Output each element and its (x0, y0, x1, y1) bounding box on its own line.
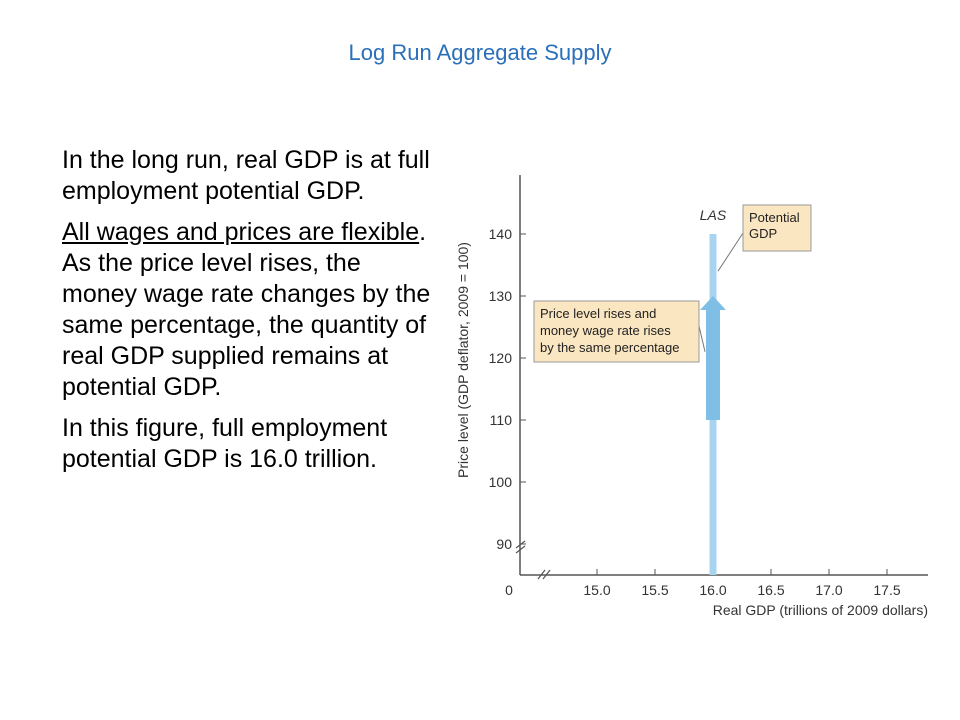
paragraph-flexible-rest: . As the price level rises, the money wa… (62, 218, 431, 401)
chart-marks (533, 204, 812, 575)
x-axis-break (542, 569, 551, 580)
x-tick-label: 17.5 (873, 582, 900, 598)
paragraph-long-run: In the long run, real GDP is at full emp… (62, 146, 430, 205)
y-tick-label: 120 (489, 350, 513, 366)
rising-arrow-head (700, 296, 726, 310)
callout-leader (717, 232, 744, 272)
body-text: In the long run, real GDP is at full emp… (62, 145, 442, 485)
y-axis-title: Price level (GDP deflator, 2009 = 100) (455, 242, 471, 478)
callout-text: money wage rate rises (540, 323, 671, 338)
origin-label: 0 (505, 582, 513, 598)
y-tick-label: 110 (490, 412, 513, 428)
x-tick-label: 16.0 (699, 582, 726, 598)
callout-box (533, 300, 700, 363)
callout-text: Price level rises and (540, 306, 656, 321)
paragraph-flexible: All wages and prices are flexible. As th… (62, 217, 442, 403)
callout-text: GDP (749, 226, 777, 241)
y-tick-label: 100 (489, 474, 513, 490)
rising-arrow-shaft (706, 306, 720, 420)
callout-box (742, 204, 812, 252)
callout-text: Potential (749, 210, 800, 225)
underlined-phrase: All wages and prices are flexible (62, 218, 420, 246)
x-axis-title: Real GDP (trillions of 2009 dollars) (713, 602, 928, 618)
chart-ticks: 90 100 110 120 130 140 15.0 15.5 16.0 16.5 17.0 17.… (489, 226, 901, 598)
las-label: LAS (700, 207, 727, 223)
y-tick-label: 90 (496, 536, 512, 552)
chart-labels: Real GDP (trillions of 2009 dollars) Pric… (455, 207, 928, 618)
callout-text: by the same percentage (540, 340, 679, 355)
slide-title: Log Run Aggregate Supply (348, 40, 612, 65)
las-chart: 90 100 110 120 130 140 15.0 15.5 16.0 16.5 17.0 17.… (455, 175, 928, 618)
y-tick-label: 140 (489, 226, 513, 242)
paragraph-figure: In this figure, full employment potentia… (62, 414, 388, 473)
y-tick-label: 130 (489, 288, 513, 304)
x-tick-label: 15.0 (583, 582, 610, 598)
chart-axes (515, 175, 928, 580)
x-tick-label: 17.0 (815, 582, 842, 598)
x-tick-label: 15.5 (641, 582, 668, 598)
x-axis-break (537, 569, 546, 580)
callout-leader (698, 325, 706, 352)
y-axis-break (515, 545, 526, 554)
x-tick-label: 16.5 (757, 582, 784, 598)
